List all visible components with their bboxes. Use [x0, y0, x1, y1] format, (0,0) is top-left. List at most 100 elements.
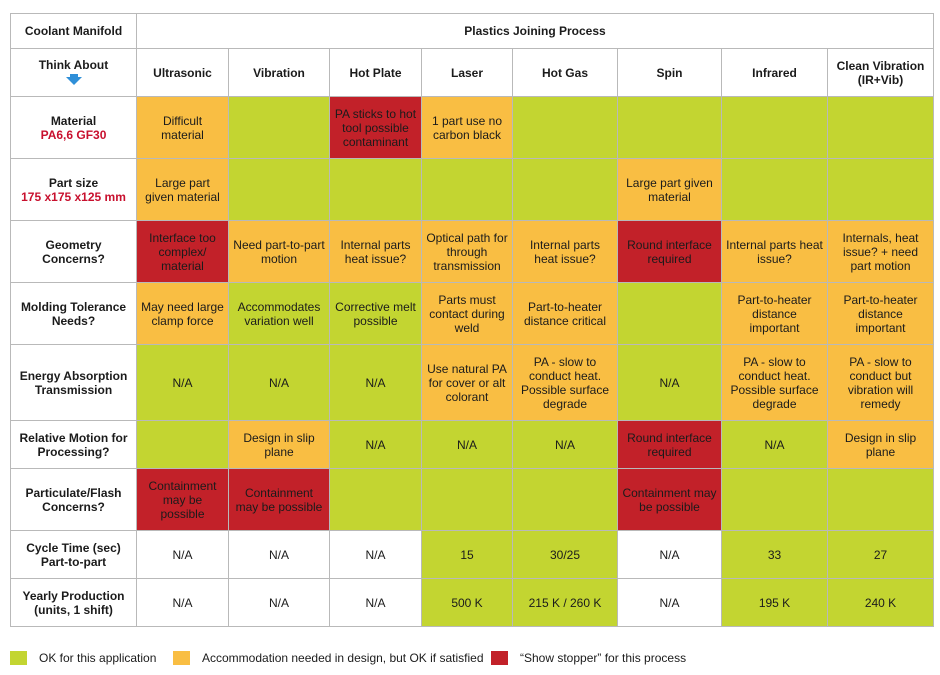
legend-label: Accommodation needed in design, but OK i…: [202, 651, 484, 665]
column-header-row: Think About Ultrasonic Vibration Hot Plate…: [10, 48, 934, 97]
row-label: Cycle Time (sec) Part-to-part: [26, 540, 121, 569]
row-label: Material: [50, 113, 97, 128]
table-cell: N/A: [617, 530, 722, 579]
table-cell: Internal parts heat issue?: [512, 220, 618, 283]
table-cell: [228, 96, 330, 159]
row-header: Energy Absorption Transmission: [10, 344, 137, 421]
table-cell: PA sticks to hot tool possible contamina…: [329, 96, 422, 159]
table-cell: Part-to-heater distance important: [827, 282, 934, 345]
table-cell: N/A: [617, 344, 722, 421]
table-cell: 15: [421, 530, 513, 579]
table-cell: Need part-to-part motion: [228, 220, 330, 283]
table-cell: [721, 468, 828, 531]
row-label: Relative Motion for Processing?: [19, 430, 128, 459]
table-cell: 195 K: [721, 578, 828, 627]
table-cell: N/A: [721, 420, 828, 469]
row-label: Yearly Production (units, 1 shift): [22, 588, 125, 617]
table-cell: Use natural PA for cover or alt colorant: [421, 344, 513, 421]
legend-label: “Show stopper” for this process: [520, 651, 687, 665]
table-cell: Containment may be possible: [136, 468, 229, 531]
legend-swatch: [491, 651, 508, 665]
table-cell: Design in slip plane: [228, 420, 330, 469]
row-header: Yearly Production (units, 1 shift): [10, 578, 137, 627]
column-header: Hot Plate: [329, 48, 422, 97]
joining-process-table: Coolant Manifold Plastics Joining Proces…: [10, 13, 934, 627]
row-header: Material PA6,6 GF30: [10, 96, 137, 159]
table-cell: N/A: [136, 578, 229, 627]
row-sublabel: 175 x175 x125 mm: [21, 189, 126, 204]
think-about-label: Think About: [38, 57, 109, 72]
column-header: Clean Vibration (IR+Vib): [827, 48, 934, 97]
table-row: Particulate/Flash Concerns? Containment m…: [10, 468, 934, 531]
row-label: Molding Tolerance Needs?: [20, 299, 127, 328]
title-row: Coolant Manifold Plastics Joining Proces…: [10, 13, 934, 49]
table-cell: May need large clamp force: [136, 282, 229, 345]
table-row: Geometry Concerns? Interface too complex/…: [10, 220, 934, 283]
table-cell: Large part given material: [617, 158, 722, 221]
row-header: Part size 175 x175 x125 mm: [10, 158, 137, 221]
row-label: Part size: [48, 175, 99, 190]
table-cell: 215 K / 260 K: [512, 578, 618, 627]
table-cell: N/A: [136, 530, 229, 579]
table-cell: [421, 158, 513, 221]
table-cell: [827, 158, 934, 221]
table-cell: N/A: [329, 530, 422, 579]
table-cell: Part-to-heater distance critical: [512, 282, 618, 345]
table-row: Yearly Production (units, 1 shift) N/A N/A…: [10, 578, 934, 627]
table-cell: [721, 96, 828, 159]
table-cell: [512, 96, 618, 159]
table-cell: [421, 468, 513, 531]
column-header: Laser: [421, 48, 513, 97]
table-cell: PA - slow to conduct heat. Possible surf…: [512, 344, 618, 421]
table-cell: Difficult material: [136, 96, 229, 159]
table-cell: [617, 282, 722, 345]
table-row: Molding Tolerance Needs? May need large c…: [10, 282, 934, 345]
table-cell: N/A: [136, 344, 229, 421]
row-header: Particulate/Flash Concerns?: [10, 468, 137, 531]
down-arrow-icon: [65, 73, 82, 88]
table-cell: N/A: [617, 578, 722, 627]
column-header: Hot Gas: [512, 48, 618, 97]
table-cell: [721, 158, 828, 221]
row-header: Geometry Concerns?: [10, 220, 137, 283]
table-row: Material PA6,6 GF30 Difficult material PA s…: [10, 96, 934, 159]
table-row: Relative Motion for Processing? Design in…: [10, 420, 934, 469]
table-cell: PA - slow to conduct heat. Possible surf…: [721, 344, 828, 421]
column-header: Ultrasonic: [136, 48, 229, 97]
table-cell: N/A: [512, 420, 618, 469]
table-cell: Accommodates variation well: [228, 282, 330, 345]
legend-item: Accommodation needed in design, but OK i…: [173, 651, 484, 665]
table-cell: 30/25: [512, 530, 618, 579]
table-cell: [329, 158, 422, 221]
table-cell: N/A: [421, 420, 513, 469]
legend-label: OK for this application: [39, 651, 157, 665]
table-cell: 1 part use no carbon black: [421, 96, 513, 159]
table-cell: [617, 96, 722, 159]
table-cell: [228, 158, 330, 221]
table-cell: Containment may be possible: [228, 468, 330, 531]
table-cell: N/A: [329, 344, 422, 421]
table-cell: N/A: [329, 578, 422, 627]
column-header: Spin: [617, 48, 722, 97]
table-cell: [512, 158, 618, 221]
table-cell: PA - slow to conduct but vibration will …: [827, 344, 934, 421]
table-cell: [827, 468, 934, 531]
legend-swatch: [173, 651, 190, 665]
row-label: Geometry Concerns?: [42, 237, 105, 266]
row-label: Energy Absorption Transmission: [19, 368, 128, 397]
table-cell: [329, 468, 422, 531]
table-cell: Round interface required: [617, 220, 722, 283]
legend-swatch: [10, 651, 27, 665]
row-header: Relative Motion for Processing?: [10, 420, 137, 469]
table-cell: N/A: [228, 344, 330, 421]
project-label: Coolant Manifold: [10, 13, 137, 49]
column-header: Vibration: [228, 48, 330, 97]
row-label: Particulate/Flash Concerns?: [25, 485, 122, 514]
table-cell: Corrective melt possible: [329, 282, 422, 345]
table-cell: Internals, heat issue? + need part motio…: [827, 220, 934, 283]
table-cell: Internal parts heat issue?: [721, 220, 828, 283]
row-header: Cycle Time (sec) Part-to-part: [10, 530, 137, 579]
table-row: Energy Absorption Transmission N/A N/A N/A U…: [10, 344, 934, 421]
table-cell: [136, 420, 229, 469]
